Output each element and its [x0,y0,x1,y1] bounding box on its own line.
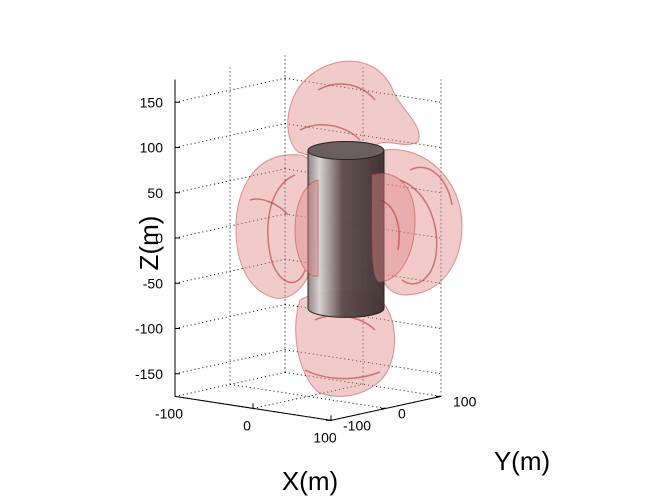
top-lobe [287,60,420,159]
surfaces [235,60,463,397]
z-tick-label: -150 [135,366,163,382]
cylinder [307,141,385,318]
y-tick-label: -100 [343,417,371,433]
grid-line [174,77,286,103]
z-tick-label: 50 [147,185,163,201]
z-tick-label: 150 [140,94,164,110]
grid-line [174,349,286,375]
z-tick-label: 100 [140,140,164,156]
y-tick-label: 100 [453,393,477,409]
right-lobe [370,149,463,296]
z-tick-label: -100 [135,321,163,337]
right-lobe-front [371,173,416,283]
z-tick-label: 0 [155,230,163,246]
grid-line [174,168,286,194]
cylinder-body [307,150,385,318]
z-axis-label: Z(m) [134,216,164,271]
grid-line [174,213,286,239]
y-axis-label: Y(m) [494,446,550,476]
cylinder-cap [307,141,385,160]
left-lobe [235,154,319,299]
x-tick-label: -100 [155,405,183,421]
grid-line [174,258,286,284]
grid-line [252,383,364,409]
y-tick-label: 0 [398,405,406,421]
z-tick-label: -50 [143,275,163,291]
left-lobe-front [294,179,319,277]
x-axis-label: X(m) [282,466,338,496]
x-tick-label: 0 [243,417,251,433]
grid-line [174,304,286,329]
x-tick-label: 100 [313,429,337,445]
axes [174,79,442,421]
tick-labels: -150 -100 -50 0 50 100 150 -100 0 100 -100 0 100 [135,94,477,445]
